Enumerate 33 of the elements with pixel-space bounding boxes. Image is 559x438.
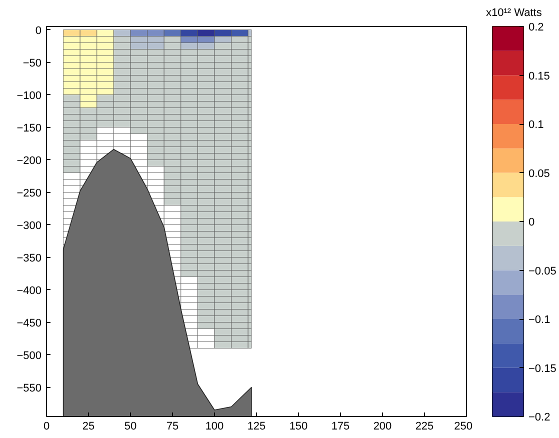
color-bar-label: 0.1: [528, 119, 544, 131]
color-bar-label: 0.15: [528, 70, 550, 82]
x-tick-label: 225: [415, 420, 434, 432]
x-tick-label: 175: [331, 420, 350, 432]
x-tick-label: 150: [289, 420, 308, 432]
x-tick-label: 75: [166, 420, 179, 432]
color-bar-label: 0: [528, 216, 535, 228]
x-tick-label: 200: [373, 420, 392, 432]
y-tick-label: −50: [22, 57, 42, 70]
x-tick-label: 100: [205, 420, 224, 432]
color-bar-label: −0.2: [528, 412, 550, 424]
color-bar-label: −0.05: [528, 265, 556, 278]
y-tick-label: −500: [16, 350, 42, 362]
x-tick-label: 25: [82, 420, 95, 432]
x-tick-label: 50: [124, 420, 137, 432]
y-tick-label: −150: [16, 122, 42, 134]
y-tick-label: −350: [16, 252, 42, 264]
color-bar-label: −0.1: [528, 314, 550, 326]
y-tick-label: −450: [16, 317, 42, 330]
y-tick-label: −300: [16, 220, 42, 232]
y-tick-label: −250: [16, 187, 42, 200]
y-tick-label: −100: [16, 90, 42, 102]
color-bar-label: −0.15: [528, 362, 556, 375]
y-tick-label: −400: [16, 284, 42, 297]
color-bar-label: 0.2: [528, 22, 544, 34]
y-tick-label: 0: [35, 24, 42, 37]
y-tick-label: −550: [16, 382, 42, 394]
color-bar-title: x10¹² Watts: [486, 6, 542, 21]
y-tick-label: −200: [16, 154, 42, 167]
color-bar-label: 0.05: [528, 168, 550, 180]
x-tick-label: 125: [247, 420, 266, 432]
x-tick-label: 250: [454, 420, 473, 432]
x-tick-label: 0: [43, 420, 50, 432]
